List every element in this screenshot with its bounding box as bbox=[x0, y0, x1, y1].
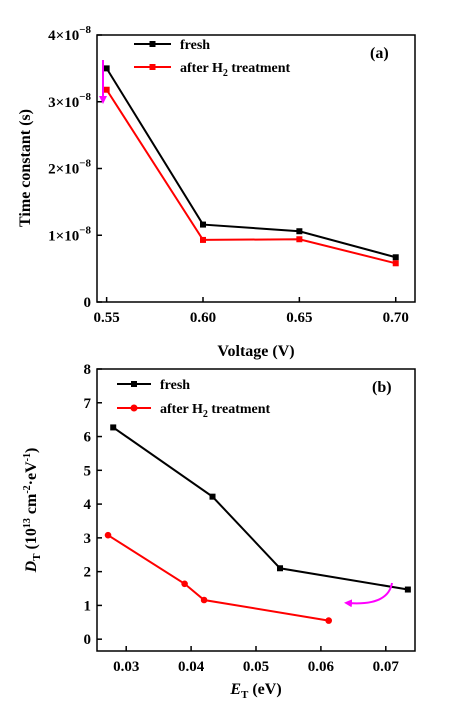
annotation-curved-arrow-b bbox=[344, 582, 393, 608]
data-point-a-0 bbox=[103, 65, 110, 72]
series-line-b-1 bbox=[107, 534, 329, 622]
y-tick-label-b: 1 bbox=[84, 598, 92, 614]
x-axis-label-a: Voltage (V) bbox=[217, 343, 294, 360]
data-point-b-0 bbox=[209, 493, 216, 500]
legend-b-fresh: fresh bbox=[160, 378, 190, 393]
y-tick-label-b: 5 bbox=[84, 463, 92, 479]
legend-a-fresh: fresh bbox=[180, 38, 210, 53]
data-point-b-1 bbox=[181, 580, 188, 588]
data-point-b-0 bbox=[110, 424, 117, 431]
x-tick-label-b: 0.05 bbox=[243, 659, 269, 675]
data-point-b-1 bbox=[325, 617, 332, 624]
data-point-b-1 bbox=[104, 531, 112, 539]
data-point-a-1 bbox=[296, 236, 303, 243]
y-tick-label-b: 3 bbox=[84, 531, 92, 547]
data-point-a-0 bbox=[296, 228, 303, 235]
x-tick-label-b: 0.06 bbox=[308, 659, 335, 675]
data-point-a-1 bbox=[103, 86, 110, 93]
x-tick-label-b: 0.03 bbox=[113, 659, 139, 675]
y-tick-label-a: 4×10−8 bbox=[48, 24, 91, 44]
data-point-a-0 bbox=[392, 254, 399, 261]
svg-text:DT (1013 cm-2·eV-1): DT (1013 cm-2·eV-1) bbox=[22, 448, 43, 574]
y-tick-label-b: 7 bbox=[84, 396, 92, 412]
data-point-b-0 bbox=[277, 565, 284, 572]
series-line-a-1 bbox=[105, 89, 396, 265]
x-tick-label-a: 0.60 bbox=[190, 310, 216, 326]
y-tick-label-b: 2 bbox=[84, 565, 92, 581]
y-tick-label-b: 8 bbox=[84, 362, 92, 378]
x-tick-label-b: 0.07 bbox=[373, 659, 400, 675]
legend-b-h2: after H2 treatment bbox=[160, 402, 271, 420]
data-point-a-1 bbox=[392, 260, 399, 267]
data-point-b-1 bbox=[200, 596, 208, 604]
panel-label-a: (a) bbox=[370, 45, 389, 62]
data-point-b-0 bbox=[404, 586, 411, 593]
x-tick-label-a: 0.55 bbox=[94, 310, 120, 326]
chart-b: 0.03 0.04 0.05 0.06 0.07 0 1 2 3 4 5 6 7 8 DT (1013 c… bbox=[22, 362, 416, 701]
x-axis-label-b: ET (eV) bbox=[229, 681, 281, 701]
svg-text:Time constant (s): Time constant (s) bbox=[17, 109, 34, 227]
x-tick-label-b: 0.04 bbox=[178, 659, 205, 675]
y-axis-label-b: DT (1013 cm-2·eV-1) bbox=[22, 448, 43, 574]
y-tick-label-b: 4 bbox=[84, 497, 92, 513]
y-tick-label-a: 1×10−8 bbox=[48, 224, 91, 244]
series-line-a-0 bbox=[105, 67, 396, 259]
y-tick-label-b: 6 bbox=[84, 430, 92, 446]
data-point-a-1 bbox=[200, 236, 206, 243]
legend-a: fresh after H2 treatment bbox=[134, 38, 291, 79]
x-tick-label-a: 0.65 bbox=[286, 310, 312, 326]
x-tick-label-a: 0.70 bbox=[383, 310, 409, 326]
legend-b: fresh after H2 treatment bbox=[117, 378, 271, 420]
series-line-b-0 bbox=[112, 426, 409, 591]
legend-a-h2: after H2 treatment bbox=[180, 61, 291, 79]
panel-label-b: (b) bbox=[372, 379, 392, 396]
y-tick-label-a: 0 bbox=[84, 295, 92, 311]
y-axis-label-a: Time constant (s) bbox=[17, 109, 34, 227]
y-tick-label-a: 2×10−8 bbox=[48, 158, 91, 178]
chart-a: 0.55 0.60 0.65 0.70 0 1×10−8 2×10−8 3×10−8 4×10−… bbox=[17, 24, 416, 360]
y-tick-label-b: 0 bbox=[84, 632, 92, 648]
y-tick-label-a: 3×10−8 bbox=[48, 91, 91, 111]
data-point-a-0 bbox=[200, 221, 206, 228]
